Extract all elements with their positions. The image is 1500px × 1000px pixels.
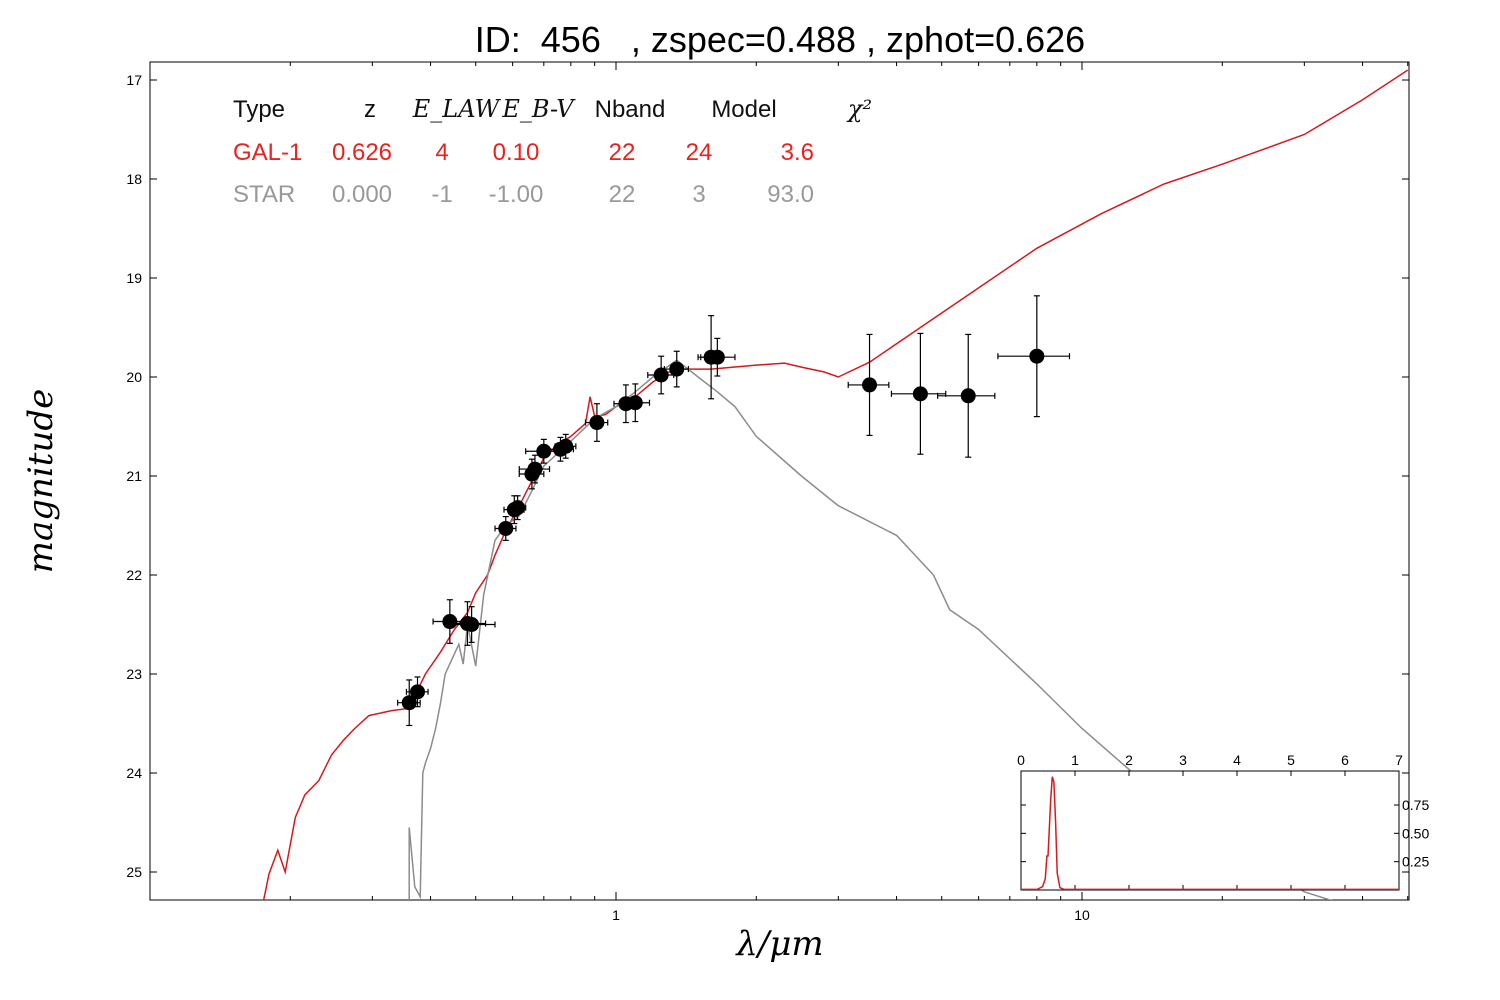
inset-x-tick-label: 6 bbox=[1341, 752, 1349, 768]
pdz-line bbox=[1021, 776, 1399, 890]
inset-axes: 0 1 2 3 4 5 6 7 0.25 0.50 0.75 bbox=[1017, 752, 1429, 890]
y-tick-label: 24 bbox=[126, 765, 142, 781]
fit-row-cell: 22 bbox=[609, 139, 636, 166]
inset-y-tick-label: 0.75 bbox=[1402, 797, 1429, 813]
chart-title: ID: 456 , zspec=0.488 , zphot=0.626 bbox=[475, 19, 1085, 60]
y-axis-label: magnitude bbox=[21, 389, 61, 574]
inset-x-tick-label: 4 bbox=[1233, 752, 1241, 768]
photometry-point bbox=[619, 383, 651, 423]
x-axis-label: λ/μm bbox=[734, 924, 823, 964]
data-marker bbox=[709, 349, 725, 365]
inset-x-tick-label: 3 bbox=[1179, 752, 1187, 768]
photometry-point bbox=[647, 355, 675, 395]
fit-header-cell: Model bbox=[711, 96, 776, 123]
data-marker bbox=[627, 395, 643, 411]
y-tick-label: 22 bbox=[126, 567, 142, 583]
fit-summary-table: Type z E_LAW E_B-V Nband Model χ² GAL-1 0.626 4 0.… bbox=[233, 95, 872, 208]
data-marker bbox=[669, 361, 685, 377]
fit-row-cell: 93.0 bbox=[767, 181, 814, 208]
fit-header-cell: Nband bbox=[595, 96, 666, 123]
data-marker bbox=[960, 388, 976, 404]
photometry-point bbox=[432, 599, 466, 644]
photometry-point bbox=[697, 337, 736, 377]
photometry-point bbox=[554, 433, 577, 459]
fit-row-cell: 3 bbox=[692, 181, 705, 208]
fit-row-cell: 4 bbox=[435, 139, 448, 166]
photometry-points bbox=[397, 295, 1071, 727]
data-marker bbox=[510, 500, 526, 516]
fit-row-cell: 0.10 bbox=[493, 139, 540, 166]
data-marker bbox=[912, 386, 928, 402]
data-marker bbox=[1029, 348, 1045, 364]
data-marker bbox=[464, 617, 480, 632]
photometry-point bbox=[847, 333, 890, 437]
photometry-point bbox=[444, 606, 496, 643]
plot-frame bbox=[149, 61, 1410, 901]
y-tick-label: 21 bbox=[126, 468, 142, 484]
y-tick-label: 18 bbox=[126, 171, 142, 187]
fit-header-cell: E_LAW bbox=[412, 95, 502, 123]
photometry-point bbox=[397, 679, 421, 727]
x-tick-label: 10 bbox=[1074, 907, 1090, 923]
y-tick-label: 23 bbox=[126, 666, 142, 682]
y-tick-label: 20 bbox=[126, 369, 142, 385]
photometry-point bbox=[663, 350, 689, 388]
fit-row-cell: 0.626 bbox=[332, 139, 392, 166]
y-tick-label: 25 bbox=[126, 864, 142, 880]
fit-row-cell: 22 bbox=[609, 181, 636, 208]
inset-pdz-curve bbox=[1021, 776, 1399, 890]
data-marker bbox=[653, 367, 669, 383]
data-marker bbox=[862, 377, 878, 393]
photometry-point bbox=[494, 515, 517, 541]
photometry-point bbox=[937, 333, 996, 458]
data-marker bbox=[442, 614, 458, 630]
x-tick-label: 1 bbox=[612, 907, 620, 923]
y-tick-label: 17 bbox=[126, 72, 142, 88]
photometry-point bbox=[997, 295, 1071, 418]
data-marker bbox=[409, 684, 425, 700]
fit-header-cell: Type bbox=[233, 96, 285, 123]
inset-x-tick-label: 1 bbox=[1071, 752, 1079, 768]
fit-row-cell: 0.000 bbox=[332, 181, 392, 208]
fit-header-cell: χ² bbox=[846, 95, 872, 123]
x-axis: 1 10 bbox=[149, 62, 1409, 923]
fit-row-cell: STAR bbox=[233, 181, 295, 208]
inset-x-tick-label: 2 bbox=[1125, 752, 1133, 768]
inset-y-tick-label: 0.50 bbox=[1402, 825, 1429, 841]
inset-x-tick-label: 0 bbox=[1017, 752, 1025, 768]
photometry-point bbox=[405, 676, 429, 708]
fit-row-cell: 24 bbox=[686, 139, 713, 166]
fit-row-cell: GAL-1 bbox=[233, 139, 302, 166]
inset-x-tick-label: 7 bbox=[1395, 752, 1403, 768]
fit-row-cell: -1 bbox=[431, 181, 452, 208]
y-tick-label: 19 bbox=[126, 270, 142, 286]
inset-frame bbox=[1020, 770, 1400, 891]
fit-row-cell: 3.6 bbox=[781, 139, 814, 166]
photometry-point bbox=[890, 332, 947, 455]
data-marker bbox=[589, 415, 605, 431]
photometry-point bbox=[508, 495, 527, 521]
data-marker bbox=[498, 520, 514, 536]
fit-header-cell: E_B-V bbox=[501, 95, 576, 123]
inset-y-tick-label: 0.25 bbox=[1402, 854, 1429, 870]
fit-header-cell: z bbox=[364, 96, 376, 123]
data-marker bbox=[536, 443, 552, 459]
fit-row-cell: -1.00 bbox=[489, 181, 544, 208]
data-marker bbox=[558, 438, 574, 454]
data-marker bbox=[401, 695, 417, 711]
model-line-star bbox=[408, 359, 1333, 900]
photometry-point bbox=[518, 454, 551, 484]
pdz-inset: 0 1 2 3 4 5 6 7 0.25 0.50 0.75 bbox=[1017, 752, 1429, 891]
photometry-point bbox=[584, 403, 609, 442]
inset-x-tick-label: 5 bbox=[1287, 752, 1295, 768]
data-marker bbox=[527, 461, 543, 477]
